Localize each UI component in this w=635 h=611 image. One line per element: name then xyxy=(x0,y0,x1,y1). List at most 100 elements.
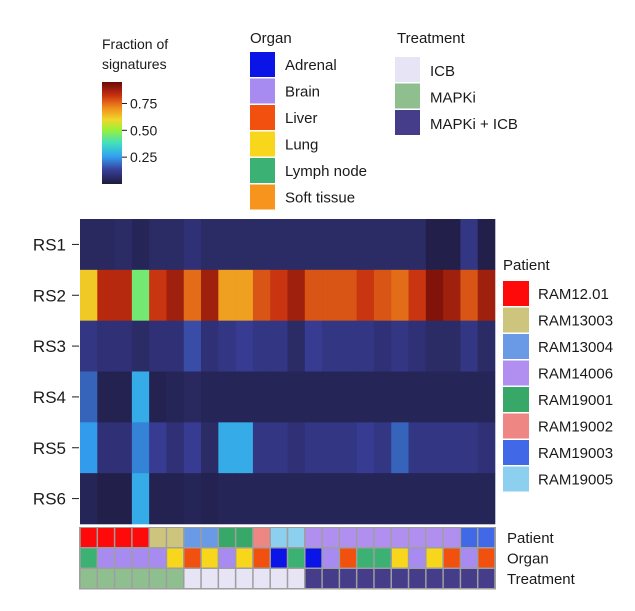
heatmap-cell xyxy=(408,219,427,271)
annotation-cell xyxy=(443,548,460,568)
heatmap-grid: RS1 RS2 RS3 RS4 RS5 RS6 xyxy=(33,219,496,525)
patient-legend-label: RAM19005 xyxy=(538,472,613,489)
heatmap-cell xyxy=(235,422,254,474)
heatmap-cell xyxy=(339,320,357,372)
heatmap-cell xyxy=(270,269,288,321)
heatmap-cell xyxy=(183,320,202,372)
heatmap-cell xyxy=(149,371,167,423)
heatmap-cell xyxy=(183,371,202,423)
annotation-cell xyxy=(409,528,426,547)
heatmap-cell xyxy=(131,371,150,423)
heatmap-cell xyxy=(287,473,306,525)
annotation-cell xyxy=(80,528,97,547)
organ-legend: Organ Adrenal Brain Liver Lung Lymph node Sof… xyxy=(250,30,367,210)
heatmap-cell xyxy=(270,371,288,423)
row-label: RS2 xyxy=(33,286,66,305)
annotation-cell xyxy=(115,528,132,547)
heatmap-cell xyxy=(114,371,133,423)
annotation-cell xyxy=(409,569,426,588)
annotation-cell xyxy=(219,569,235,588)
annotation-cell xyxy=(443,528,460,547)
organ-swatch xyxy=(250,184,275,210)
heatmap-cell xyxy=(373,269,392,321)
heatmap-cell xyxy=(218,219,236,271)
organ-swatch xyxy=(250,52,275,77)
row-label: RS5 xyxy=(33,439,66,458)
heatmap-cell xyxy=(356,422,375,474)
treatment-swatch xyxy=(395,57,420,82)
heatmap-cell xyxy=(443,269,461,321)
annotation-cell xyxy=(98,528,114,547)
heatmap-cell xyxy=(304,371,323,423)
heatmap-cell xyxy=(477,422,496,474)
annotation-cell xyxy=(461,528,477,547)
heatmap-cell xyxy=(97,219,115,271)
heatmap-cell xyxy=(460,371,479,423)
heatmap-cell xyxy=(322,219,340,271)
patient-swatch xyxy=(503,334,529,359)
heatmap-cell xyxy=(287,371,306,423)
heatmap-cell xyxy=(218,422,236,474)
heatmap-cell xyxy=(408,422,427,474)
heatmap-cell xyxy=(425,269,444,321)
heatmap-cell xyxy=(97,371,115,423)
heatmap-cell xyxy=(460,422,479,474)
annotation-cell xyxy=(167,569,183,588)
heatmap-cell xyxy=(477,269,496,321)
annotation-cell xyxy=(305,569,322,588)
annotation-cell xyxy=(149,528,166,547)
treatment-legend-label: MAPKi xyxy=(430,90,476,107)
heatmap-cell xyxy=(304,473,323,525)
annotation-cell xyxy=(149,569,166,588)
annotation-cell xyxy=(253,528,270,547)
heatmap-cell xyxy=(287,422,306,474)
heatmap-cell xyxy=(97,269,115,321)
heatmap-cell xyxy=(252,371,271,423)
heatmap-cell xyxy=(425,473,444,525)
heatmap-cell xyxy=(149,320,167,372)
heatmap-cell xyxy=(443,371,461,423)
heatmap-cell xyxy=(183,269,202,321)
treatment-legend-label: ICB xyxy=(430,63,455,80)
annotation-cell xyxy=(253,548,270,568)
colorbar-tick-label: 0.50 xyxy=(130,122,157,138)
heatmap-cell xyxy=(166,320,185,372)
annotation-cell xyxy=(392,548,408,568)
annotation-cell xyxy=(305,528,322,547)
heatmap-cell xyxy=(373,422,392,474)
heatmap-cell xyxy=(408,473,427,525)
heatmap-cell xyxy=(287,269,306,321)
patient-legend-label: RAM13004 xyxy=(538,339,613,356)
heatmap-cell xyxy=(373,473,392,525)
heatmap-cell xyxy=(252,320,271,372)
annotation-cell xyxy=(426,548,443,568)
heatmap-cell xyxy=(235,473,254,525)
heatmap-cell xyxy=(391,320,409,372)
treatment-legend-label: MAPKi + ICB xyxy=(430,116,518,133)
annotation-cell xyxy=(288,528,305,547)
patient-swatch xyxy=(503,440,529,465)
heatmap-cell xyxy=(356,320,375,372)
annotation-cell xyxy=(98,569,114,588)
heatmap-cell xyxy=(391,422,409,474)
patient-swatch xyxy=(503,387,529,412)
heatmap-cell xyxy=(131,473,150,525)
annotation-cell xyxy=(322,548,339,568)
heatmap-cell xyxy=(339,473,357,525)
annotation-cell xyxy=(357,528,374,547)
heatmap-cell xyxy=(270,422,288,474)
treatment-swatch xyxy=(395,110,420,135)
row-label: RS4 xyxy=(33,388,66,407)
heatmap-cell xyxy=(131,422,150,474)
annotation-cell xyxy=(461,569,477,588)
annotation-cell xyxy=(149,548,166,568)
annotation-cell xyxy=(322,569,339,588)
colorbar-title-line1: Fraction of xyxy=(102,36,168,52)
heatmap-cell xyxy=(218,269,236,321)
annotation-cell xyxy=(270,569,287,588)
heatmap-cell xyxy=(97,320,115,372)
patient-swatch xyxy=(503,360,529,386)
heatmap-cell xyxy=(373,219,392,271)
annotation-cell xyxy=(340,548,356,568)
annotation-cell xyxy=(132,528,149,547)
